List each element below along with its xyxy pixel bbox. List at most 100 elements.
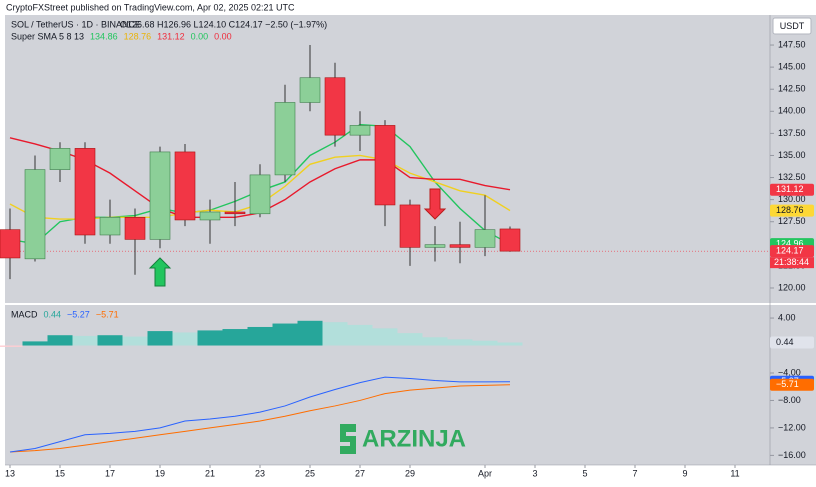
legend-title: MACD [11,309,38,319]
y-tick-label: −16.00 [778,450,806,460]
candle-body [0,229,21,259]
candle-body [24,169,46,260]
price-label: 0.44 [776,337,794,347]
legend-title: Super SMA 5 8 13 [11,31,84,41]
histogram-bar [422,337,448,346]
x-tick-label: 23 [255,468,265,478]
candle-body [349,125,371,136]
watermark-logo [340,424,356,454]
x-tick-label: 11 [730,468,739,478]
x-tick-label: 25 [305,468,315,478]
candle-body [274,102,296,176]
x-tick-label: 17 [105,468,115,478]
y-tick-label: 135.00 [778,150,806,160]
legend-value: 0.00 [191,31,209,41]
price-label: 124.96 [776,239,804,249]
legend-value: 131.12 [157,31,185,41]
x-tick-label: 27 [355,468,365,478]
legend-value: 128.76 [124,31,152,41]
candle-body [49,148,71,170]
histogram-bar [122,336,148,346]
histogram-bar [147,331,173,346]
candle-body [424,244,446,248]
candle-body [99,217,121,236]
y-tick-label: −12.00 [778,422,806,432]
candle-body [399,204,421,248]
candle-body [474,229,496,248]
histogram-bar [397,333,423,346]
candle-body [249,174,271,215]
histogram-bar [0,345,23,347]
currency: USDT [780,21,805,31]
legend-value: −5.27 [67,309,90,319]
histogram-bar [272,323,298,346]
published: CryptoFXStreet published on TradingView.… [6,2,295,12]
histogram-bar [497,342,523,346]
legend-value: 134.86 [90,31,118,41]
buy-arrow [148,257,172,287]
candle-body [499,228,521,252]
y-tick-label: 147.50 [778,39,806,49]
legend-value: 0.44 [44,309,62,319]
histogram-bar [372,328,398,346]
y-tick-label: 140.00 [778,106,806,116]
histogram-bar [97,335,123,346]
legend-value: −5.71 [96,309,119,319]
price-label: 131.12 [776,184,804,194]
countdown-box [770,257,814,269]
histogram-bar [347,324,373,346]
x-tick-label: 21 [205,468,215,478]
x-tick-label: 13 [5,468,15,478]
y-tick-label: −4.00 [778,367,801,377]
x-tick-label: 3 [532,468,537,478]
legend-value: 0.00 [214,31,232,41]
price-label-box [770,336,814,349]
countdown: 21:38:44 [774,257,809,267]
y-tick-label: 130.00 [778,194,806,204]
candle-body [149,151,171,240]
candle-body [174,151,196,221]
price-label: −5.71 [776,379,799,389]
candle-body [124,217,146,240]
histogram-bar [447,339,473,346]
sell-arrow [423,188,447,220]
x-tick-label: 19 [155,468,165,478]
candle-body [324,77,346,136]
y-tick-label: 145.00 [778,61,806,71]
candle-body [299,77,321,103]
histogram-bar [322,322,348,346]
price-label-box [770,245,814,258]
x-tick-label: 29 [405,468,415,478]
candle-body [224,211,246,215]
symbol: SOL / TetherUS · 1D · BINANCE [11,19,141,29]
y-tick-label: 120.00 [778,282,806,292]
x-tick-label: 15 [55,468,65,478]
currency-box [772,17,812,35]
histogram-bar [297,320,323,346]
signal-line [9,384,511,453]
y-tick-label: 142.50 [778,84,806,94]
histogram-bar [47,335,73,346]
histogram-bar [222,329,248,346]
watermark: ARZINJA [362,425,466,452]
y-tick-label: 127.50 [778,216,806,226]
price-label-box [770,183,814,196]
y-tick-label: 132.50 [778,172,806,182]
macd-line [9,376,511,453]
price-label-box [770,378,814,391]
histogram-bar [72,335,98,346]
y-tick-label: −8.00 [778,395,801,405]
price-label: 128.76 [776,205,804,215]
price-label-box [770,204,814,217]
candle-body [449,244,471,248]
ohlc: O126.68 H126.96 L124.10 C124.17 −2.50 (−… [120,19,327,29]
histogram-bar [247,326,273,346]
y-tick-label: 4.00 [778,312,796,322]
plot-area [5,15,770,465]
histogram-bar [22,341,48,346]
x-tick-label: 9 [682,468,687,478]
candle-body [374,125,396,206]
histogram-bar [197,330,223,346]
candle-body [199,211,221,221]
